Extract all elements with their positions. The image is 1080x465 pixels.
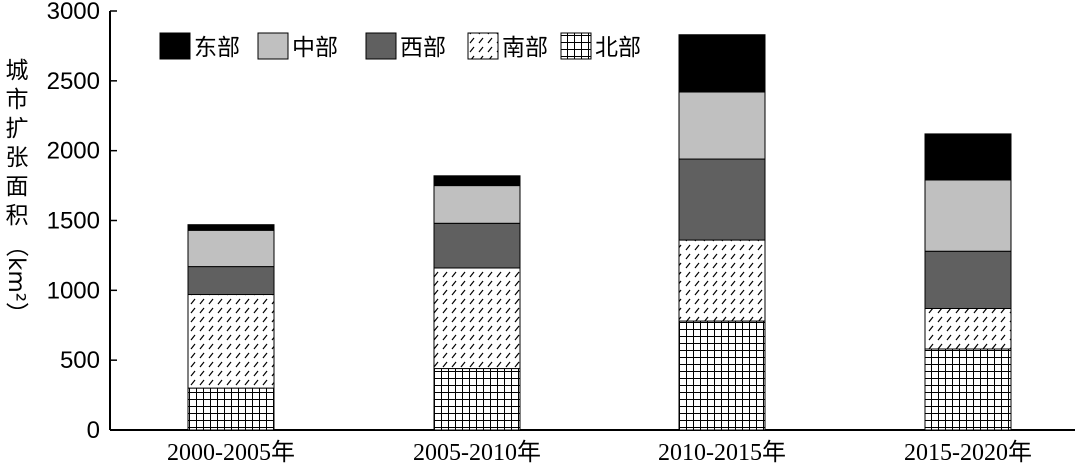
y-tick-label: 1000 (47, 277, 100, 304)
bar-segment (433, 222, 521, 269)
y-tick-label: 0 (87, 417, 100, 444)
x-tick-label: 2000-2005年 (167, 439, 295, 465)
bar-segment (187, 229, 275, 268)
legend-label: 北部 (595, 35, 641, 61)
legend: 东部 中部 西部 南部 北部 (159, 32, 641, 61)
y-axis-label-char: 张 (6, 145, 29, 171)
y-tick-label: 3000 (47, 0, 100, 25)
legend-swatch (257, 32, 289, 60)
y-axis-label-char: 面 (6, 174, 29, 200)
bar-segment (433, 185, 521, 224)
bar-segment (924, 307, 1012, 350)
x-tick-label: 2015-2020年 (904, 439, 1032, 465)
legend-swatch (560, 32, 592, 60)
legend-swatch (365, 32, 397, 60)
bar-segment (924, 179, 1012, 252)
bar-segment (924, 250, 1012, 309)
y-tick-label: 2000 (47, 138, 100, 165)
bar-segment (433, 368, 521, 431)
bars: 2000-2005年 2005-2010年 2010-2015年 2015-2020年 (167, 34, 1032, 465)
legend-label: 南部 (502, 35, 548, 61)
bar-segment (678, 91, 766, 160)
bar-segment (187, 266, 275, 296)
bar-segment (678, 34, 766, 93)
y-tick-label: 2500 (47, 68, 100, 95)
bar-segment (678, 239, 766, 322)
y-axis-label-char: 扩 (6, 116, 29, 142)
legend-label: 东部 (194, 35, 240, 61)
legend-swatch (159, 32, 191, 60)
x-tick-label: 2010-2015年 (658, 439, 786, 465)
bar-segment (187, 387, 275, 431)
bar-segment (678, 320, 766, 431)
legend-swatch (467, 32, 499, 60)
y-axis-label-char: 积 (6, 203, 29, 229)
bar-segment (187, 294, 275, 389)
bar-segment (678, 158, 766, 241)
bar-segment (924, 133, 1012, 181)
legend-label: 西部 (400, 35, 446, 61)
y-axis-label-unit: （km²） (3, 234, 29, 325)
bar-segment (433, 175, 521, 187)
bar-segment (924, 348, 1012, 431)
y-tick-label: 1500 (47, 208, 100, 235)
bar-segment (433, 267, 521, 370)
bar-segment (187, 224, 275, 231)
y-axis-label-char: 城 (6, 58, 29, 84)
x-tick-label: 2005-2010年 (413, 439, 541, 465)
legend-label: 中部 (292, 35, 338, 61)
y-axis-label-char: 市 (6, 87, 29, 113)
y-tick-label: 500 (60, 347, 100, 374)
